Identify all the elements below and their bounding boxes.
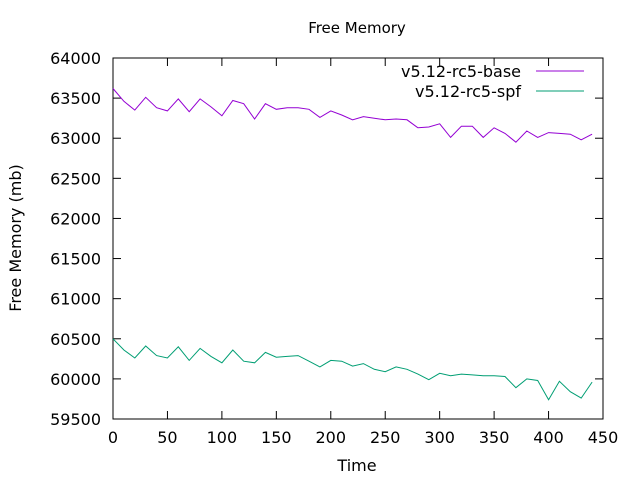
plot-frame xyxy=(112,57,604,420)
y-tick-label: 61500 xyxy=(50,250,101,269)
x-tick-label: 300 xyxy=(424,428,455,447)
x-tick-label: 0 xyxy=(108,428,118,447)
y-tick-label: 64000 xyxy=(50,49,101,68)
x-tick-label: 400 xyxy=(533,428,564,447)
x-tick-label: 100 xyxy=(207,428,238,447)
legend-label: v5.12-rc5-spf xyxy=(415,82,521,101)
series-layer xyxy=(112,88,593,401)
y-tick-label: 63000 xyxy=(50,129,101,148)
y-tick-label: 60500 xyxy=(50,330,101,349)
series-line-v5.12-rc5-base xyxy=(112,88,593,143)
x-axis-title: Time xyxy=(336,456,376,475)
y-tick-label: 59500 xyxy=(50,410,101,429)
axis-ticks: 0 50 100 150 200 250 300 350 400 450 59500 60000 605… xyxy=(50,49,618,447)
x-tick-label: 50 xyxy=(157,428,177,447)
y-tick-label: 62500 xyxy=(50,169,101,188)
legend-label: v5.12-rc5-base xyxy=(401,62,521,81)
x-tick-label: 450 xyxy=(588,428,619,447)
x-tick-label: 150 xyxy=(261,428,292,447)
x-tick-label: 250 xyxy=(370,428,401,447)
series-line-v5.12-rc5-spf xyxy=(112,338,593,401)
y-tick-label: 60000 xyxy=(50,370,101,389)
x-tick-label: 350 xyxy=(479,428,510,447)
y-tick-label: 62000 xyxy=(50,209,101,228)
chart-title: Free Memory xyxy=(308,19,406,37)
x-tick-label: 200 xyxy=(316,428,347,447)
y-tick-label: 61000 xyxy=(50,290,101,309)
y-tick-label: 63500 xyxy=(50,89,101,108)
y-axis-title: Free Memory (mb) xyxy=(6,164,25,311)
